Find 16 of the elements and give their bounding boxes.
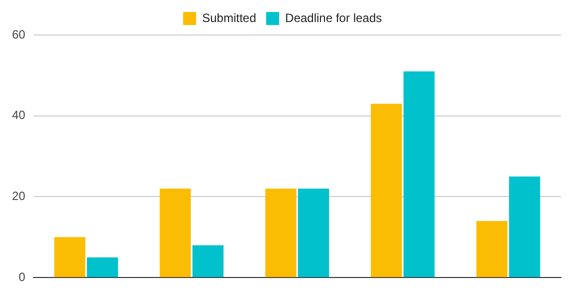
bar bbox=[476, 220, 508, 278]
bar bbox=[298, 188, 330, 278]
bar bbox=[404, 71, 435, 278]
bar bbox=[86, 257, 118, 278]
bar bbox=[192, 245, 224, 278]
y-tick-label: 60 bbox=[12, 27, 26, 42]
legend-label: Deadline for leads bbox=[285, 10, 382, 25]
bar bbox=[370, 104, 402, 278]
y-tick-label: 0 bbox=[18, 270, 26, 284]
bar bbox=[265, 188, 296, 278]
legend-label: Submitted bbox=[202, 10, 256, 25]
bar bbox=[54, 237, 86, 278]
y-tick-label: 40 bbox=[12, 108, 26, 122]
bar bbox=[160, 188, 191, 278]
y-tick-label: 20 bbox=[12, 189, 26, 204]
bar bbox=[509, 176, 540, 278]
